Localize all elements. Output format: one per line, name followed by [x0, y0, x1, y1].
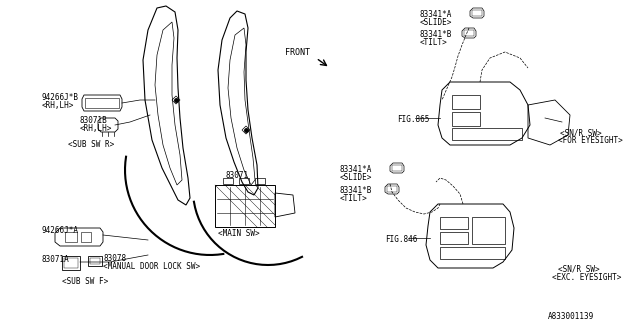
Text: 83341*A: 83341*A [420, 10, 452, 19]
Text: A833001139: A833001139 [548, 312, 595, 320]
Text: <SUB SW R>: <SUB SW R> [68, 140, 115, 149]
Bar [472, 10, 482, 16]
Text: <FOR EYESIGHT>: <FOR EYESIGHT> [558, 136, 623, 145]
Bar [223, 178, 233, 184]
Text: 94266J*A: 94266J*A [42, 226, 79, 235]
Text: <MANUAL DOOR LOCK SW>: <MANUAL DOOR LOCK SW> [103, 262, 200, 271]
Text: <TILT>: <TILT> [340, 194, 368, 203]
Text: 83071B: 83071B [80, 116, 108, 125]
Text: 83071A: 83071A [42, 255, 70, 264]
Bar [452, 95, 480, 109]
Bar [88, 256, 102, 266]
Text: <SLIDE>: <SLIDE> [420, 18, 452, 27]
Text: 83341*A: 83341*A [340, 165, 372, 174]
Text: 83341*B: 83341*B [420, 30, 452, 39]
Bar [440, 232, 468, 244]
Bar [464, 30, 474, 36]
Bar [62, 256, 80, 270]
Text: 83078: 83078 [103, 254, 126, 263]
Bar [255, 178, 265, 184]
Text: <MAIN SW>: <MAIN SW> [218, 229, 260, 238]
Bar [440, 247, 505, 259]
Bar [472, 217, 505, 244]
Text: <SUB SW F>: <SUB SW F> [62, 277, 108, 286]
Bar [239, 178, 249, 184]
Bar [85, 98, 119, 108]
Text: <SN/R SW>: <SN/R SW> [558, 265, 600, 274]
Text: <SLIDE>: <SLIDE> [340, 173, 372, 182]
Bar [90, 258, 100, 264]
Text: FIG.865: FIG.865 [397, 115, 429, 124]
Text: <RH,LH>: <RH,LH> [80, 124, 113, 133]
Bar [387, 186, 397, 192]
Text: <EXC. EYESIGHT>: <EXC. EYESIGHT> [552, 273, 621, 282]
Bar [452, 112, 480, 126]
Text: 83341*B: 83341*B [340, 186, 372, 195]
Bar [215, 185, 275, 227]
Bar [64, 258, 78, 268]
Bar [452, 128, 522, 140]
Text: FIG.846: FIG.846 [385, 235, 417, 244]
Bar [392, 165, 402, 171]
Text: FRONT: FRONT [285, 48, 310, 57]
Text: 83071: 83071 [225, 171, 248, 180]
Text: <RH,LH>: <RH,LH> [42, 101, 74, 110]
Bar [440, 217, 468, 229]
Text: 94266J*B: 94266J*B [42, 93, 79, 102]
Bar [65, 232, 77, 242]
Text: <SN/R SW>: <SN/R SW> [560, 128, 602, 137]
Bar [81, 232, 91, 242]
Text: <TILT>: <TILT> [420, 38, 448, 47]
